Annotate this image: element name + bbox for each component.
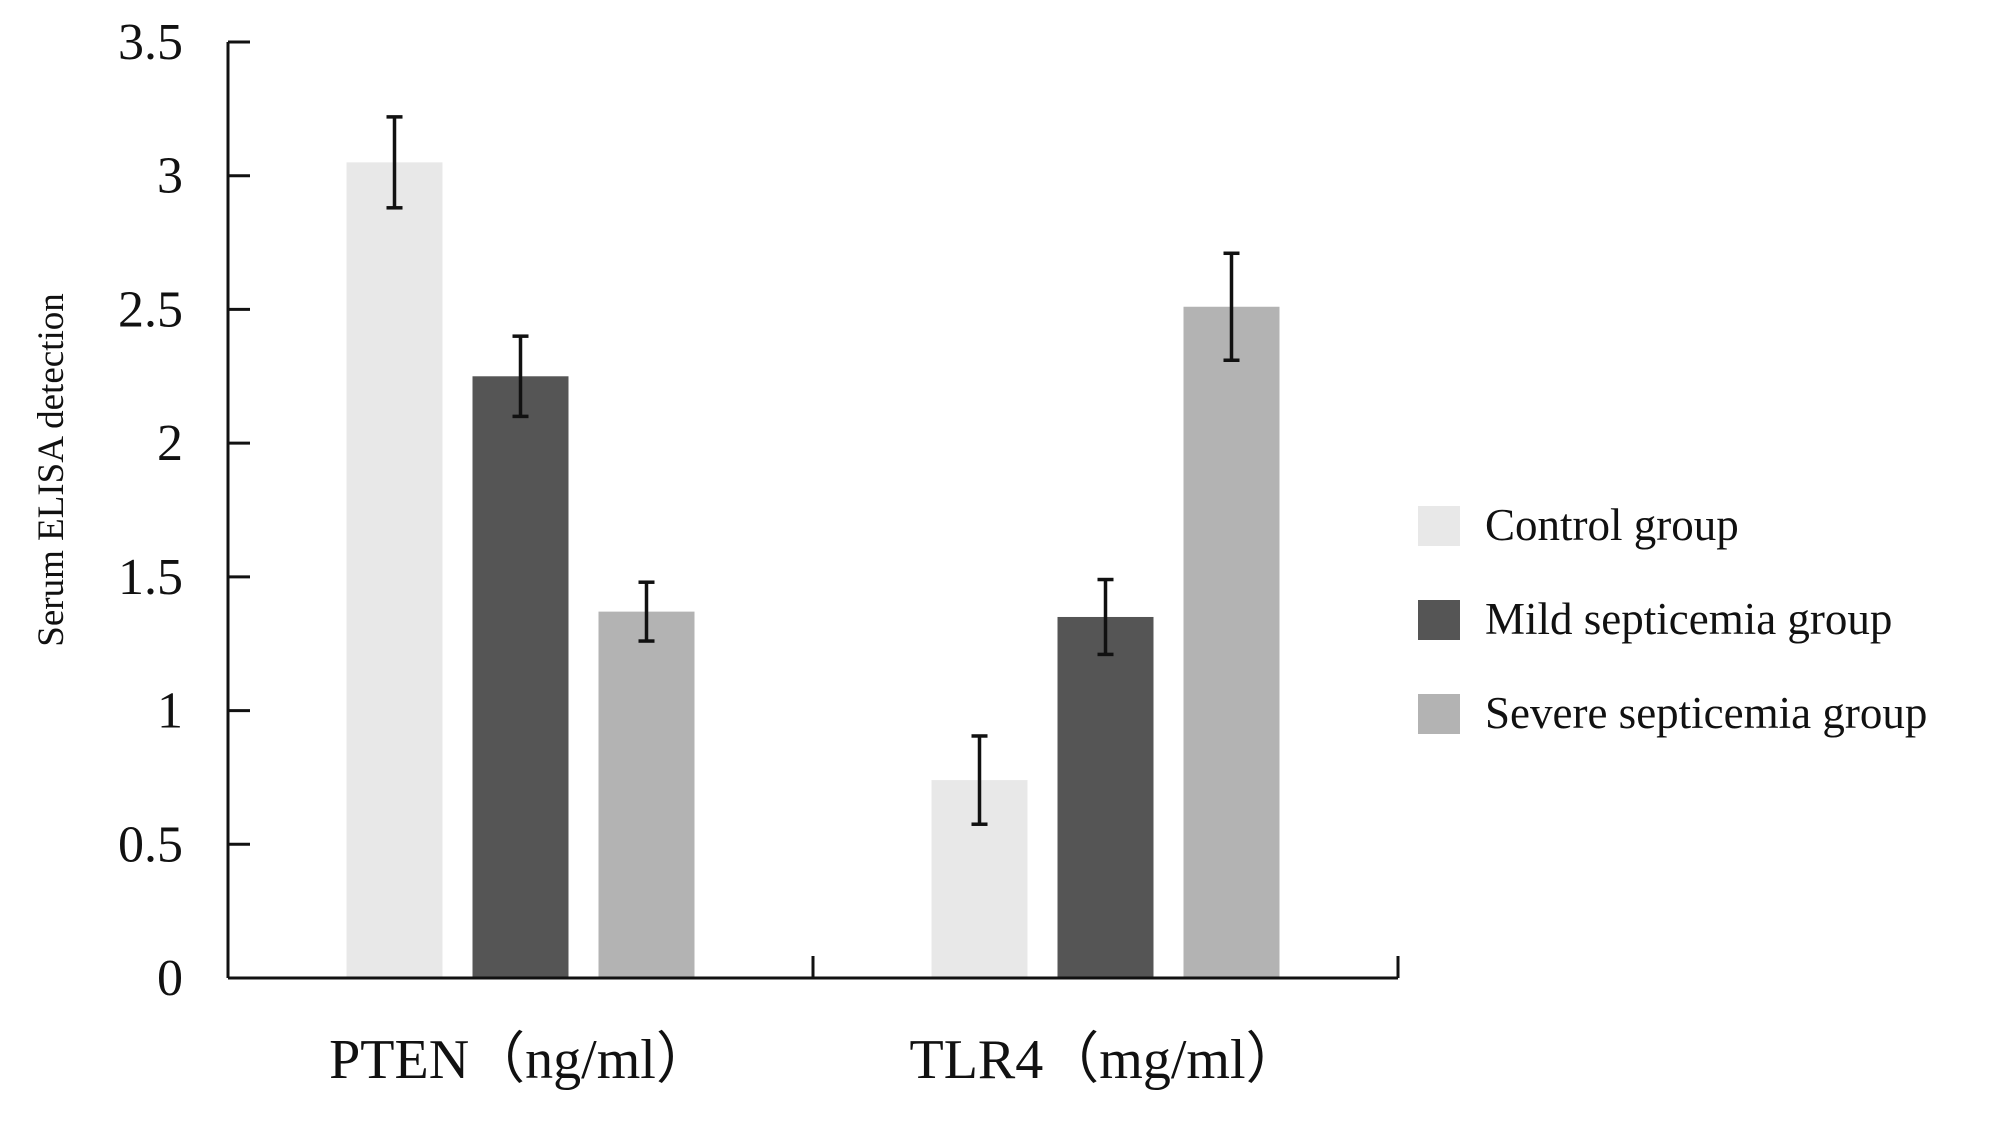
- legend-swatch: [1418, 694, 1460, 734]
- legend-label: Severe septicemia group: [1485, 688, 1927, 738]
- x-category-label: TLR4（mg/ml）: [910, 1029, 1302, 1091]
- y-tick-label: 3: [157, 148, 183, 205]
- y-axis-label: Serum ELISA detection: [31, 293, 72, 647]
- legend-label: Control group: [1485, 500, 1739, 550]
- y-tick-label: 1.5: [118, 549, 183, 606]
- bar: [1183, 306, 1280, 978]
- y-tick-label: 0: [157, 950, 183, 1007]
- y-tick-label: 2: [157, 415, 183, 472]
- y-tick-label: 3.5: [118, 14, 183, 71]
- legend-swatch: [1418, 506, 1460, 546]
- y-tick-label: 1: [157, 683, 183, 740]
- y-tick-label: 2.5: [118, 281, 183, 338]
- legend-swatch: [1418, 600, 1460, 640]
- legend-label: Mild septicemia group: [1485, 594, 1892, 644]
- bar: [598, 611, 695, 978]
- x-category-label: PTEN（ng/ml）: [329, 1029, 712, 1091]
- y-tick-label: 0.5: [118, 816, 183, 873]
- bar: [472, 376, 569, 978]
- bar: [346, 162, 443, 979]
- bar: [1057, 616, 1154, 978]
